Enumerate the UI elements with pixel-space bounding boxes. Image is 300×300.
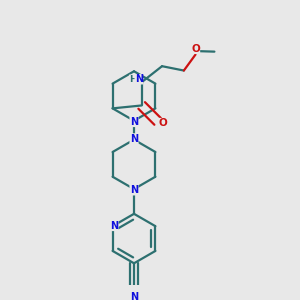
- Text: O: O: [191, 44, 200, 54]
- Text: H: H: [129, 75, 137, 84]
- Text: N: N: [130, 185, 138, 195]
- Text: N: N: [130, 292, 138, 300]
- Text: N: N: [130, 117, 138, 127]
- Text: O: O: [158, 118, 167, 128]
- Text: N: N: [110, 220, 118, 231]
- Text: N: N: [130, 134, 138, 144]
- Text: N: N: [135, 74, 143, 84]
